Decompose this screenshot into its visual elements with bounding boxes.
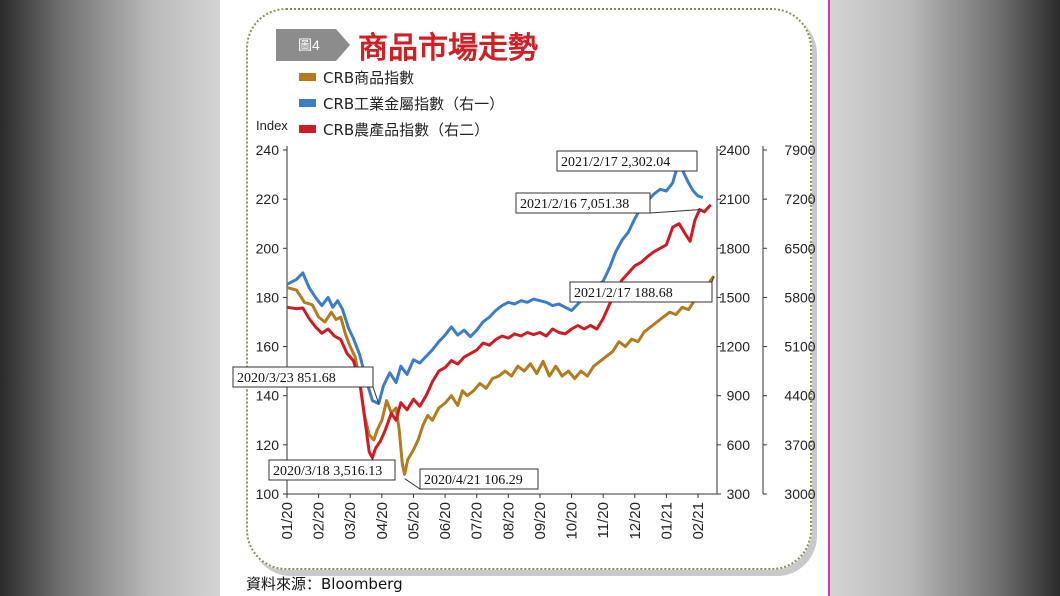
annotation-box [268, 459, 396, 481]
series-line-agri [286, 203, 712, 460]
x-tick-label: 01/21 [658, 502, 675, 540]
x-tick-label: 04/20 [374, 502, 391, 540]
y-right2-tick-label: 6500 [784, 240, 815, 256]
y-right1-tick-label: 600 [727, 437, 751, 453]
y-right1-tick-label: 2100 [719, 191, 750, 207]
annotation-label: 2021/2/17 2,302.04 [561, 155, 670, 170]
y-right1-tick-label: 1800 [719, 240, 750, 256]
annotation-label: 2021/2/17 188.68 [574, 286, 673, 301]
annotations: 2021/2/17 2,302.04 2021/2/16 7,051.38 2021… [232, 150, 715, 490]
figure-tag: 圖4 [276, 29, 350, 61]
figure-tag-shape [276, 29, 350, 61]
y-left-tick-label: 200 [256, 240, 280, 256]
legend-label-agri: CRB農產品指數（右二） [323, 121, 489, 139]
x-tick-label: 07/20 [469, 502, 486, 540]
y-left-tick-label: 120 [256, 437, 280, 453]
legend-label-crb: CRB商品指數 [323, 69, 414, 87]
legend-label-metals: CRB工業金屬指數（右一） [323, 95, 504, 113]
y-right2-tick-label: 7200 [784, 191, 815, 207]
y-left-tick-label: 240 [256, 142, 280, 158]
x-tick-label: 12/20 [627, 502, 644, 540]
y-left-tick-label: 100 [256, 486, 280, 502]
y-right1-tick-label: 1200 [719, 339, 750, 355]
figure-tag-text: 圖4 [298, 37, 320, 53]
annotation-label: 2020/3/18 3,516.13 [273, 464, 382, 479]
annotation-label: 2021/2/16 7,051.38 [520, 197, 629, 212]
y-right2-tick-label: 7900 [784, 142, 815, 158]
x-tick-label: 08/20 [500, 502, 517, 540]
annotation-label: 2020/4/21 106.29 [424, 473, 523, 488]
x-tick-label: 01/20 [279, 502, 296, 540]
legend-swatch-agri [299, 125, 316, 133]
axes: Index 100 120 140 160 180 200 220 240 300 600 900 12… [256, 118, 816, 540]
y-right1-tick-label: 1500 [719, 289, 750, 305]
annotation-box [569, 281, 713, 303]
y-right2-tick-label: 3000 [784, 486, 815, 502]
x-tick-label: 10/20 [564, 502, 581, 540]
source-text: 資料來源：Bloomberg [246, 575, 403, 593]
legend: CRB商品指數 CRB工業金屬指數（右一） CRB農產品指數（右二） [299, 69, 504, 139]
annotation-box [232, 366, 374, 388]
x-tick-label: 02/21 [690, 502, 707, 540]
annotation-leader [649, 209, 700, 214]
y-right1-tick-label: 900 [727, 388, 751, 404]
y-right2-tick-label: 5100 [784, 339, 815, 355]
legend-swatch-crb [299, 73, 316, 81]
x-tick-label: 09/20 [532, 502, 549, 540]
annotation-box [556, 150, 698, 172]
y-left-tick-label: 160 [256, 339, 280, 355]
x-tick-label: 05/20 [405, 502, 422, 540]
y-right1-tick-label: 2400 [719, 142, 750, 158]
y-left-tick-label: 220 [256, 191, 280, 207]
annotation-box [419, 468, 539, 490]
y-right2-tick-label: 3700 [784, 437, 815, 453]
y-right2-tick-label: 4400 [784, 388, 815, 404]
x-tick-label: 06/20 [437, 502, 454, 540]
y-left-tick-label: 140 [256, 388, 280, 404]
legend-swatch-metals [299, 99, 316, 107]
y-right2-tick-label: 5800 [784, 289, 815, 305]
figure-title: 商品市場走勢 [358, 31, 538, 66]
annotation-leader [372, 386, 380, 404]
annotation-label: 2020/3/23 851.68 [237, 371, 336, 386]
x-tick-label: 02/20 [311, 502, 328, 540]
x-tick-label: 03/20 [342, 502, 359, 540]
annotation-box [515, 192, 651, 214]
y-axis-left-label: Index [256, 118, 288, 133]
annotation-leader [404, 478, 421, 490]
annotation-leader [711, 275, 715, 283]
y-left-tick-label: 180 [256, 289, 280, 305]
x-tick-label: 11/20 [595, 502, 612, 538]
y-right1-tick-label: 300 [727, 486, 751, 502]
